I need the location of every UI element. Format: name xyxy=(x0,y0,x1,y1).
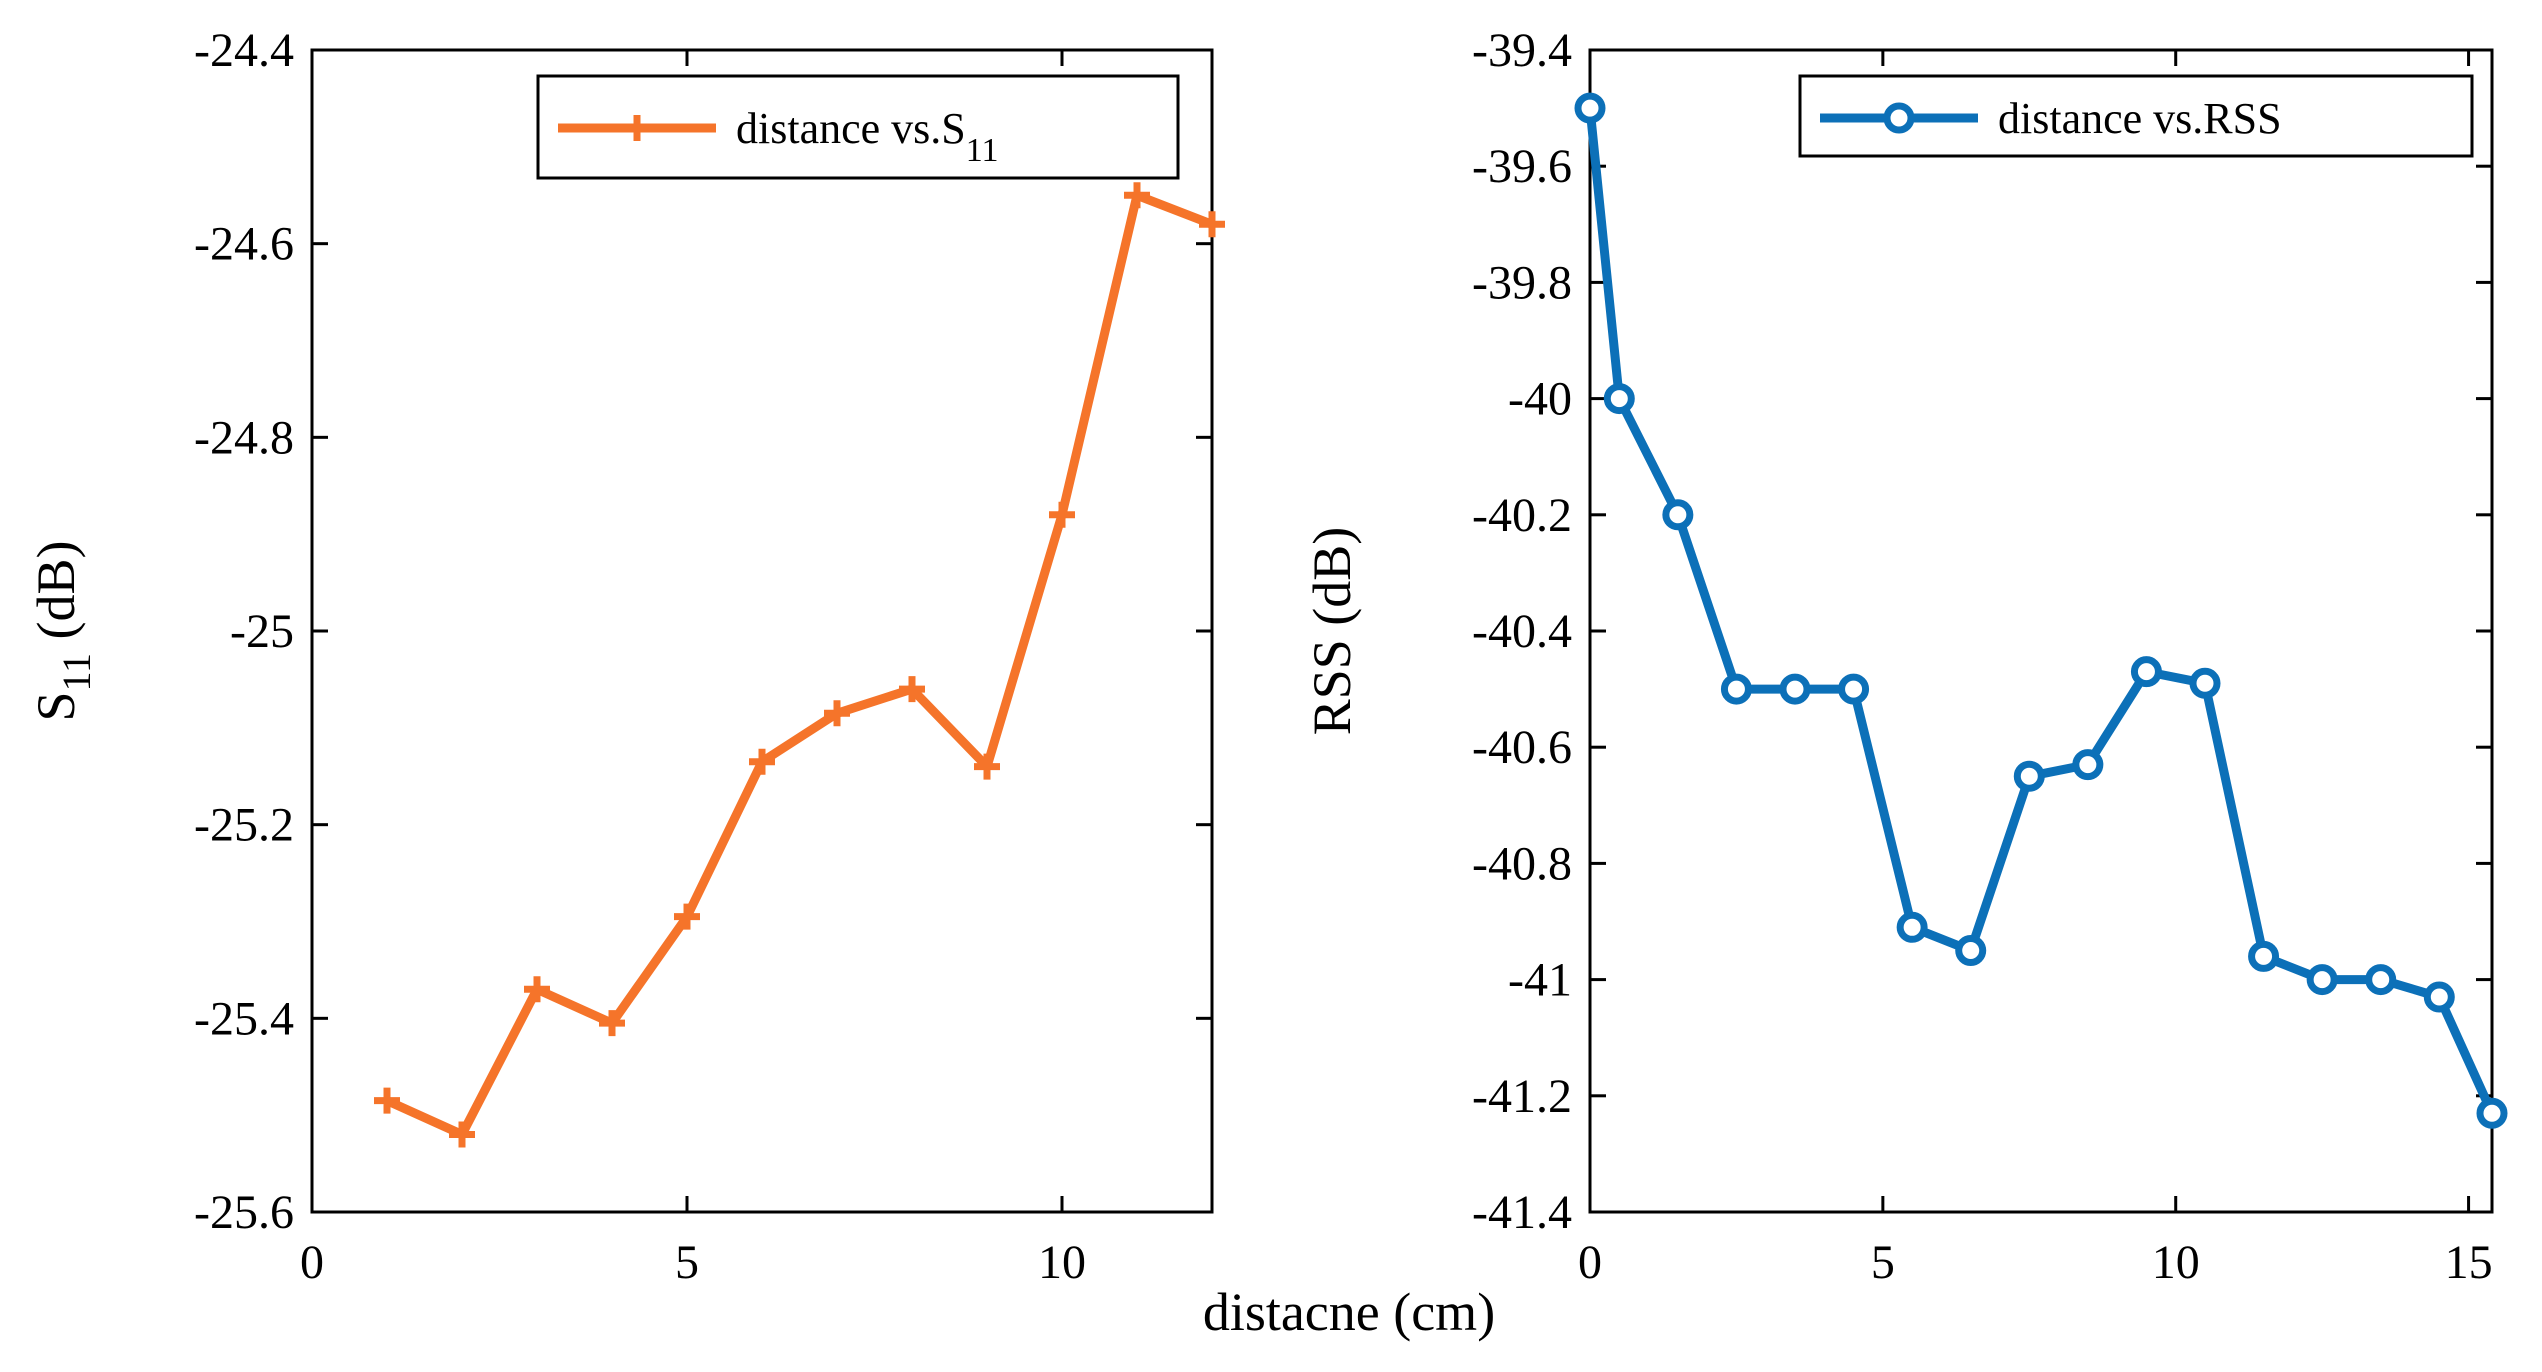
y-axis-label-unit: (dB) xyxy=(26,540,86,652)
data-point xyxy=(1199,211,1225,238)
data-point xyxy=(2306,964,2338,996)
data-point xyxy=(1838,673,1870,705)
data-point xyxy=(2130,656,2162,688)
data-point xyxy=(674,903,700,930)
data-point xyxy=(2423,981,2455,1013)
legend-label-main: distance vs.S xyxy=(736,104,966,153)
y-tick-label: -41.4 xyxy=(1472,1186,1572,1239)
x-tick-label: 15 xyxy=(2445,1236,2493,1289)
y-tick-label: -39.8 xyxy=(1472,256,1572,309)
data-point xyxy=(1662,499,1694,531)
axes-box xyxy=(1588,48,2494,1214)
y-tick-label: -24.8 xyxy=(194,411,294,464)
y-tick-label: -40.6 xyxy=(1472,721,1572,774)
rss-chart-panel: -39.4 -39.6 -39.8 -40 -40.2 -40.4 -40.6 -40.8 -4… xyxy=(1302,24,2508,1289)
data-point xyxy=(2248,940,2280,972)
legend-swatch-marker xyxy=(1883,102,1915,134)
axes-box xyxy=(310,48,1214,1214)
data-point xyxy=(1955,935,1987,967)
y-axis-label-main: RSS (dB) xyxy=(1302,527,1362,736)
y-tick-label: -25.6 xyxy=(194,1186,294,1239)
y-tick-label: -25.4 xyxy=(194,992,294,1045)
x-axis-label: distacne (cm) xyxy=(1203,1282,1495,1342)
data-point xyxy=(2365,964,2397,996)
legend-swatch-marker xyxy=(624,115,650,141)
x-tick-label: 5 xyxy=(675,1236,699,1289)
y-tick-label: -40.8 xyxy=(1472,837,1572,890)
y-tick-label: -41.2 xyxy=(1472,1070,1572,1123)
x-tick-label: 5 xyxy=(1871,1236,1895,1289)
y-tick-label: -39.4 xyxy=(1472,24,1572,77)
s11-chart-panel: -24.4-24.6-24.8-25-25.2-25.4-25.60 5 10S11… xyxy=(26,24,1225,1289)
data-point xyxy=(1720,673,1752,705)
data-point xyxy=(1779,673,1811,705)
y-tick-label: -25 xyxy=(230,605,294,658)
legend: distance vs.RSS xyxy=(1798,74,2474,158)
y-tick-label: -40.2 xyxy=(1472,489,1572,542)
data-point xyxy=(824,700,850,727)
data-point xyxy=(1896,911,1928,943)
legend-label-main: distance vs.RSS xyxy=(1998,94,2282,143)
data-point xyxy=(2072,749,2104,781)
data-point xyxy=(2476,1097,2508,1129)
data-point xyxy=(1603,383,1635,415)
y-tick-label: -25.2 xyxy=(194,799,294,852)
data-point xyxy=(1574,92,1606,124)
y-tick-label: -40.4 xyxy=(1472,605,1572,658)
y-axis-label-subscript: 11 xyxy=(54,653,99,692)
y-tick-label: -41 xyxy=(1508,954,1572,1007)
series-line xyxy=(1585,107,2497,1116)
y-tick-label: -24.4 xyxy=(194,24,294,77)
data-point xyxy=(974,753,1000,780)
legend: distance vs.S11 xyxy=(536,74,1180,180)
legend-label-subscript: 11 xyxy=(966,132,999,169)
data-point xyxy=(2189,667,2221,699)
x-tick-label: 10 xyxy=(1038,1236,1086,1289)
data-point xyxy=(599,1010,625,1037)
data-point xyxy=(449,1121,475,1148)
y-tick-label: -24.6 xyxy=(194,218,294,271)
x-tick-label: 0 xyxy=(300,1236,324,1289)
legend-label: distance vs.RSS xyxy=(1998,94,2282,143)
series-line xyxy=(385,190,1214,1139)
x-tick-label: 0 xyxy=(1578,1236,1602,1289)
legend-label: distance vs.S11 xyxy=(736,104,999,169)
data-point xyxy=(524,976,550,1003)
data-point xyxy=(1049,501,1075,528)
data-point xyxy=(749,748,775,775)
y-axis-label: S11 (dB) xyxy=(26,540,99,721)
y-tick-label: -40 xyxy=(1508,373,1572,426)
data-point xyxy=(899,676,925,703)
x-tick-label: 10 xyxy=(2152,1236,2200,1289)
y-tick-label: -39.6 xyxy=(1472,140,1572,193)
data-point xyxy=(374,1087,400,1114)
y-axis-label-main: S xyxy=(26,691,86,721)
data-point xyxy=(1124,182,1150,209)
data-point xyxy=(2013,760,2045,792)
y-axis-label: RSS (dB) xyxy=(1302,527,1362,736)
